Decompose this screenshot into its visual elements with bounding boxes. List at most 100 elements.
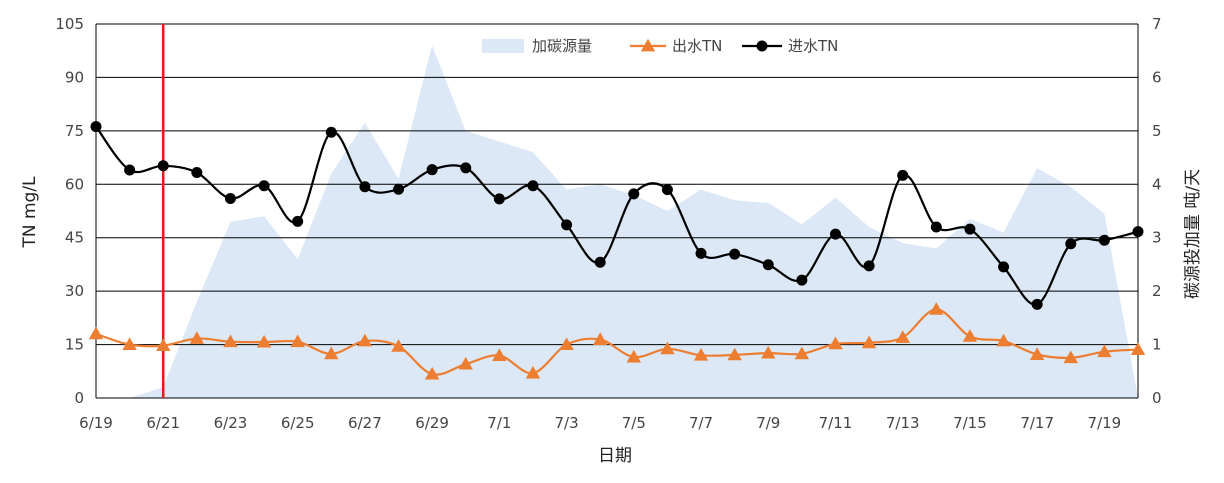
y-tick-label: 75 [65, 122, 84, 140]
point-inlet [325, 126, 337, 138]
y2-tick-label: 4 [1152, 175, 1162, 193]
point-outlet [559, 337, 574, 350]
point-inlet [157, 160, 169, 172]
point-inlet [124, 164, 136, 176]
legend: 加碳源量 出水TN 进水TN [482, 37, 838, 55]
point-inlet [393, 183, 405, 195]
point-outlet [122, 337, 137, 350]
point-outlet [1097, 344, 1112, 358]
point-outlet [424, 366, 440, 380]
series-line-inlet [95, 125, 1139, 306]
y-tick-label: 15 [65, 336, 84, 354]
point-outlet [962, 329, 978, 342]
point-inlet [493, 193, 505, 205]
point-outlet [391, 339, 406, 352]
y2-tick-label: 3 [1152, 229, 1162, 247]
point-inlet [762, 259, 774, 271]
y-tick-label: 45 [65, 229, 84, 247]
point-outlet [794, 346, 810, 360]
point-inlet [90, 121, 102, 133]
y-tick-label: 0 [74, 389, 84, 407]
point-outlet [223, 334, 238, 348]
point-outlet [1130, 342, 1146, 355]
y-tick-label: 105 [55, 15, 84, 33]
y-tick-label: 30 [65, 282, 84, 300]
point-outlet [861, 335, 877, 349]
point-inlet [796, 274, 808, 286]
point-inlet [359, 181, 371, 193]
point-inlet [628, 188, 640, 200]
point-inlet [863, 260, 875, 272]
x-tick-label: 7/11 [819, 414, 853, 432]
x-tick-label: 6/29 [415, 414, 449, 432]
point-inlet [964, 223, 976, 235]
point-outlet [1029, 347, 1045, 360]
point-outlet [256, 334, 272, 348]
y2-tick-label: 6 [1152, 68, 1162, 86]
point-inlet [1098, 234, 1110, 246]
y-axis-title: TN mg/L [20, 176, 40, 249]
point-outlet [693, 348, 709, 361]
point-inlet [191, 167, 203, 179]
point-inlet [460, 162, 472, 174]
point-outlet [996, 333, 1011, 347]
point-inlet [695, 247, 707, 259]
x-tick-label: 7/1 [487, 414, 511, 432]
x-tick-label: 7/5 [622, 414, 646, 432]
point-inlet [829, 228, 841, 240]
point-inlet [998, 261, 1010, 273]
point-inlet [224, 193, 236, 205]
point-outlet [458, 356, 473, 370]
x-tick-label: 6/19 [79, 414, 113, 432]
y-tick-label: 90 [65, 68, 84, 86]
y-tick-label: 60 [65, 175, 84, 193]
point-outlet [88, 326, 104, 340]
point-inlet [594, 256, 606, 268]
point-outlet [357, 333, 373, 347]
legend-swatch-carbon [482, 39, 524, 53]
point-outlet [156, 338, 171, 352]
point-outlet [626, 349, 642, 363]
point-inlet [258, 180, 270, 192]
x-tick-label: 6/21 [146, 414, 180, 432]
y2-tick-label: 2 [1152, 282, 1162, 300]
point-outlet [290, 334, 305, 348]
legend-label-carbon: 加碳源量 [532, 37, 592, 55]
x-tick-label: 7/17 [1020, 414, 1054, 432]
point-inlet [897, 169, 909, 181]
point-outlet [592, 332, 608, 345]
legend-marker-outlet [640, 38, 656, 52]
point-inlet [426, 164, 438, 176]
point-outlet [1063, 350, 1078, 364]
point-inlet [930, 221, 942, 233]
point-outlet [828, 336, 843, 350]
point-inlet [1065, 238, 1077, 250]
legend-marker-inlet [756, 40, 768, 52]
x-tick-label: 7/3 [555, 414, 579, 432]
y2-tick-label: 5 [1152, 122, 1162, 140]
point-outlet [895, 330, 910, 343]
point-inlet [527, 180, 539, 192]
grid-lines [96, 23, 1138, 399]
x-tick-label: 6/25 [281, 414, 315, 432]
point-inlet [1031, 298, 1043, 310]
point-outlet [660, 341, 675, 355]
point-outlet [929, 302, 944, 315]
x-tick-label: 7/19 [1088, 414, 1122, 432]
x-tick-label: 7/15 [953, 414, 987, 432]
y2-tick-label: 0 [1152, 389, 1162, 407]
x-tick-label: 7/7 [689, 414, 713, 432]
legend-label-inlet: 进水TN [788, 37, 838, 55]
point-outlet [189, 331, 205, 344]
point-inlet [661, 184, 673, 196]
y2-axis-title: 碳源投加量 吨/天 [1183, 169, 1203, 299]
y2-tick-label: 1 [1152, 336, 1162, 354]
x-tick-label: 6/27 [348, 414, 382, 432]
x-tick-label: 7/9 [756, 414, 780, 432]
point-inlet [729, 248, 741, 260]
point-outlet [525, 365, 541, 379]
legend-label-outlet: 出水TN [672, 37, 722, 55]
carbon-area-layer [96, 45, 1138, 399]
